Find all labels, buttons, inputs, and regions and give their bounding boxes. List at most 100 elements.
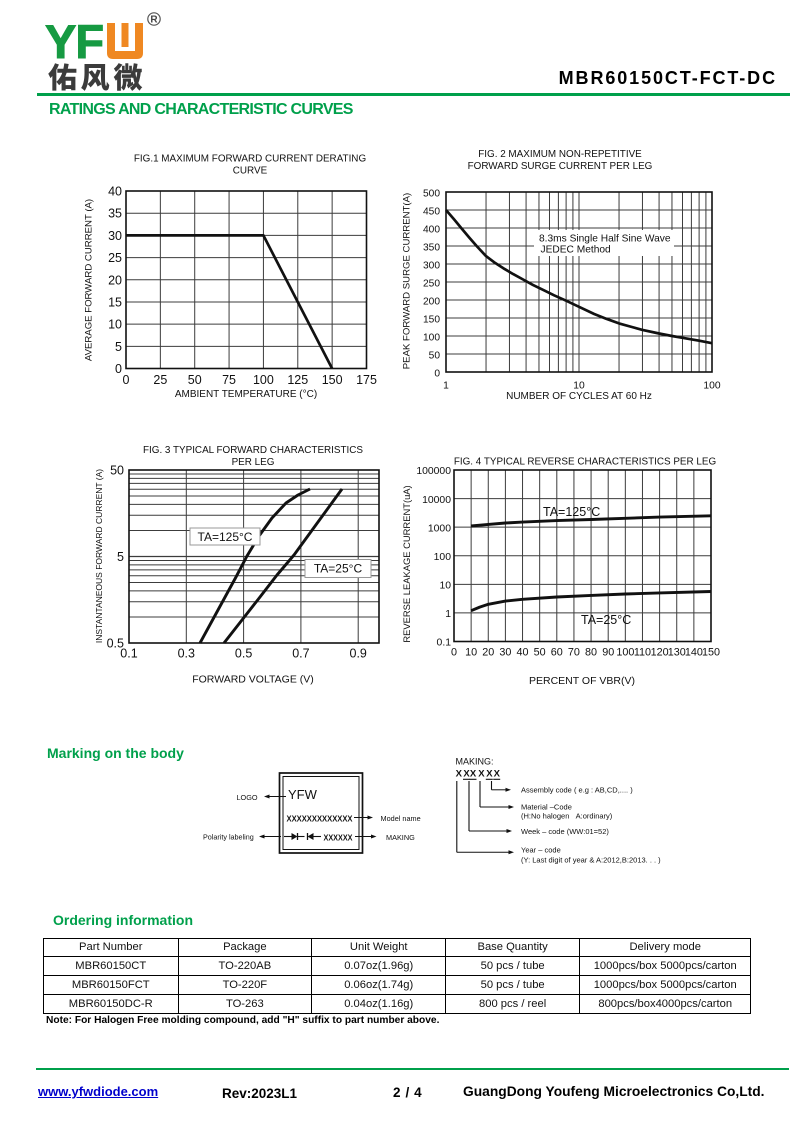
svg-text:35: 35 [108,207,122,221]
svg-text:Material –Code: Material –Code [521,803,572,812]
svg-text:NUMBER OF CYCLES AT 60 Hz: NUMBER OF CYCLES AT 60 Hz [506,391,652,402]
svg-text:Assembly code ( e.g : AB,CD,..: Assembly code ( e.g : AB,CD,.... ) [521,786,633,795]
svg-text:X: X [470,769,477,780]
svg-text:0.1: 0.1 [120,647,137,661]
svg-text:FORWARD SURGE CURRENT PER LEG: FORWARD SURGE CURRENT PER LEG [468,161,653,172]
svg-text:XXXXXX: XXXXXX [324,833,353,843]
svg-text:110: 110 [634,647,651,659]
svg-text:X: X [478,769,485,780]
svg-text:60: 60 [551,647,563,659]
svg-text:Polarity labeling: Polarity labeling [203,833,254,842]
svg-text:450: 450 [423,206,440,217]
svg-text:150: 150 [322,373,343,387]
svg-text:Week – code (WW:01=52): Week – code (WW:01=52) [521,827,609,836]
svg-text:FORWARD VOLTAGE (V): FORWARD VOLTAGE (V) [192,674,314,686]
svg-text:MAKING:: MAKING: [456,757,494,767]
svg-text:0.5: 0.5 [107,637,124,651]
svg-text:25: 25 [153,373,167,387]
svg-text:20: 20 [108,273,122,287]
svg-text:FIG. 2 MAXIMUM NON-REPETITIVE: FIG. 2 MAXIMUM NON-REPETITIVE [478,149,642,160]
svg-text:XXXXXXXXXXXXX: XXXXXXXXXXXXX [287,814,353,824]
svg-text:FIG.1 MAXIMUM FORWARD CURRENT: FIG.1 MAXIMUM FORWARD CURRENT DERATING [134,154,366,165]
svg-text:PERCENT OF VBR(V): PERCENT OF VBR(V) [529,675,635,687]
svg-text:50: 50 [110,464,124,478]
svg-text:125: 125 [287,373,308,387]
svg-text:100000: 100000 [416,466,451,477]
svg-text:10: 10 [465,647,477,659]
svg-text:0.5: 0.5 [235,647,252,661]
svg-text:FIG. 3 TYPICAL FORWARD CHARACT: FIG. 3 TYPICAL FORWARD CHARACTERISTICS [143,445,363,456]
svg-text:10: 10 [108,318,122,332]
svg-text:50: 50 [534,647,546,659]
svg-text:30: 30 [108,229,122,243]
svg-text:1: 1 [445,609,451,620]
svg-text:130: 130 [668,647,686,659]
svg-text:INSTANTANEOUS FORWARD CURRENT: INSTANTANEOUS FORWARD CURRENT (A) [94,469,104,643]
svg-text:200: 200 [423,296,440,307]
svg-text:350: 350 [423,242,440,253]
svg-text:10: 10 [439,581,451,592]
svg-text:300: 300 [423,260,440,271]
svg-text:TA=125°C: TA=125°C [198,530,253,544]
svg-text:0: 0 [434,368,440,379]
svg-text:0: 0 [115,362,122,376]
svg-text:0.3: 0.3 [178,647,195,661]
svg-text:150: 150 [423,314,440,325]
svg-text:TA=25°C: TA=25°C [314,562,363,576]
svg-text:120: 120 [651,647,669,659]
svg-text:100: 100 [703,381,720,392]
svg-text:1: 1 [443,381,449,392]
svg-text:8.3ms Single Half Sine Wave: 8.3ms Single Half Sine Wave [539,234,671,245]
svg-text:(Y: Last digit of year & A:201: (Y: Last digit of year & A:2012,B:2013. … [521,856,661,865]
svg-text:0: 0 [451,647,457,659]
svg-text:40: 40 [108,185,122,199]
svg-text:500: 500 [423,188,440,199]
svg-text:100: 100 [253,373,274,387]
svg-text:70: 70 [568,647,580,659]
svg-text:X: X [456,769,463,780]
svg-text:10: 10 [573,381,585,392]
svg-text:AMBIENT TEMPERATURE (°C): AMBIENT TEMPERATURE (°C) [175,389,317,400]
svg-text:X: X [494,769,501,780]
svg-text:10000: 10000 [422,495,451,506]
svg-text:X: X [463,769,470,780]
svg-text:TA=25°C: TA=25°C [581,613,631,627]
svg-text:1000: 1000 [428,523,451,534]
svg-text:80: 80 [585,647,597,659]
svg-text:100: 100 [434,552,452,563]
svg-text:PER LEG: PER LEG [232,457,275,468]
svg-text:TA=125°C: TA=125°C [543,505,600,519]
svg-text:5: 5 [115,340,122,354]
svg-text:400: 400 [423,224,440,235]
svg-text:100: 100 [423,332,440,343]
svg-text:YF: YF [45,15,103,64]
svg-text:X: X [486,769,493,780]
svg-text:JEDEC Method: JEDEC Method [541,245,612,256]
svg-text:0.9: 0.9 [350,647,367,661]
svg-text:AVERAGE FORWARD CURRENT (A): AVERAGE FORWARD CURRENT (A) [84,199,95,361]
svg-text:R: R [150,15,158,26]
svg-text:PEAK FORWARD SURGE CURRENT(A): PEAK FORWARD SURGE CURRENT(A) [402,193,413,369]
svg-text:CURVE: CURVE [233,166,268,177]
svg-text:REVERSE LEAKAGE CURRENT(uA): REVERSE LEAKAGE CURRENT(uA) [401,485,412,642]
svg-text:Year – code: Year – code [521,846,561,855]
svg-text:(H:No halogen A:ordinary): (H:No halogen A:ordinary) [521,812,613,821]
svg-text:140: 140 [685,647,703,659]
svg-text:175: 175 [356,373,377,387]
svg-text:40: 40 [517,647,529,659]
svg-text:50: 50 [188,373,202,387]
svg-text:Model name: Model name [381,814,421,823]
svg-text:0.7: 0.7 [292,647,309,661]
svg-text:5: 5 [117,550,124,564]
svg-text:20: 20 [482,647,494,659]
svg-text:0: 0 [123,373,130,387]
svg-text:25: 25 [108,251,122,265]
svg-text:150: 150 [702,647,720,659]
svg-text:MAKING: MAKING [386,833,415,842]
svg-text:75: 75 [222,373,236,387]
svg-text:LOGO: LOGO [237,793,258,802]
svg-text:250: 250 [423,278,440,289]
svg-text:50: 50 [429,350,441,361]
svg-text:FIG. 4 TYPICAL REVERSE CHARACT: FIG. 4 TYPICAL REVERSE CHARACTERISTICS P… [454,457,716,468]
svg-text:15: 15 [108,295,122,309]
